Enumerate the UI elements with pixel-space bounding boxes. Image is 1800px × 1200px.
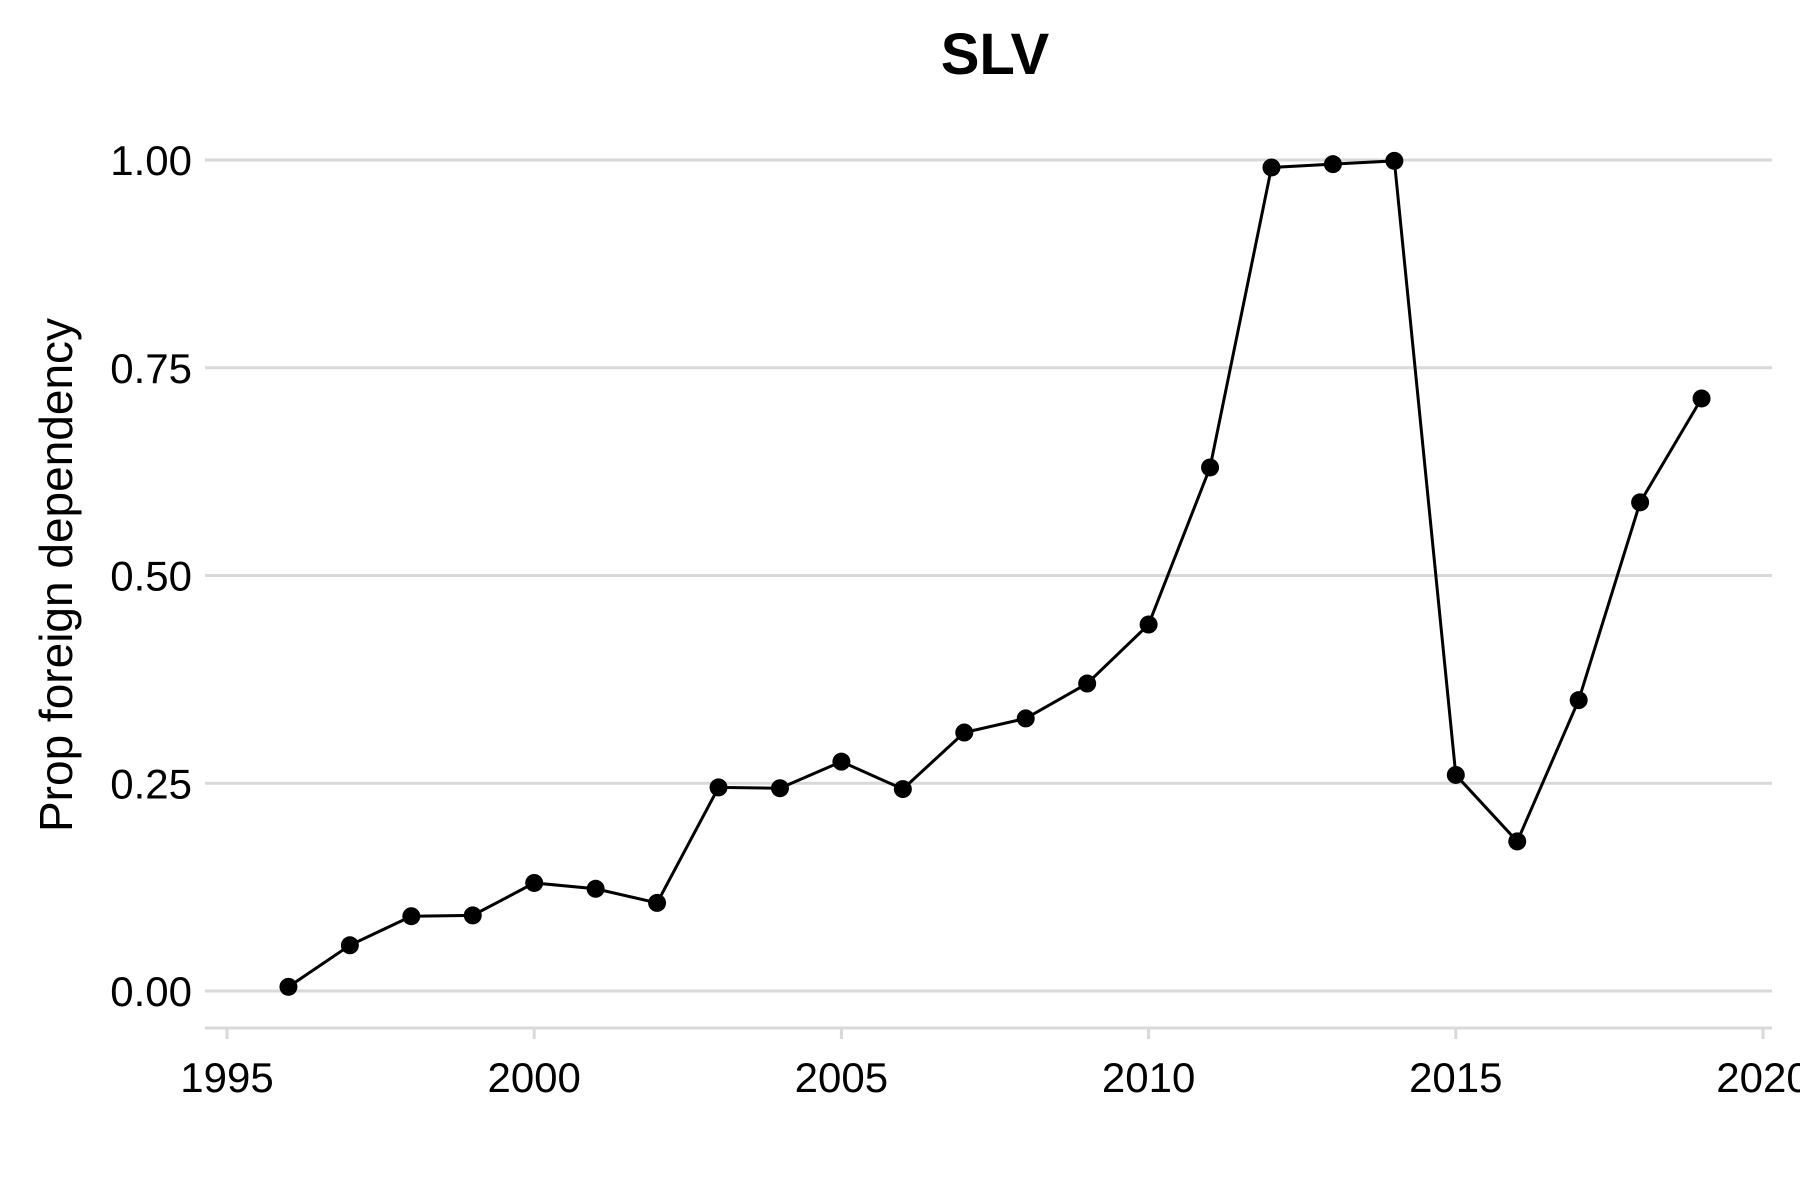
y-tick-label: 0.00 [110,968,192,1015]
series-line [287,159,1703,989]
data-point [1323,155,1342,174]
y-tick-label: 0.25 [110,760,192,807]
data-point [1262,158,1281,177]
data-point [1385,151,1404,170]
x-axis: 1995 2000 2005 2010 2015 2020 [180,1026,1800,1101]
data-point [402,907,421,926]
y-axis-ticks: 0.00 0.25 0.50 0.75 1.00 [110,137,192,1015]
data-point [1201,458,1220,477]
chart-title: SLV [941,22,1050,87]
y-tick-label: 0.50 [110,553,192,600]
x-tick-label: 2010 [1102,1054,1195,1101]
data-point [709,778,728,797]
x-tick-label: 2015 [1409,1054,1502,1101]
data-point [1631,493,1650,512]
x-tick-label: 2000 [487,1054,580,1101]
data-point [648,893,667,912]
data-point [1508,832,1527,851]
data-point [1446,765,1465,784]
data-point [279,977,298,996]
data-point [1569,691,1588,710]
data-point [1078,674,1097,693]
gridlines [205,158,1772,993]
data-point [832,752,851,771]
data-point [1016,709,1035,728]
x-tick-label: 1995 [180,1054,273,1101]
y-tick-label: 0.75 [110,345,192,392]
data-point [525,873,544,892]
y-tick-label: 1.00 [110,137,192,184]
y-axis-label: Prop foreign dependency [30,318,82,832]
data-series [279,151,1711,996]
x-tick-label: 2020 [1716,1054,1800,1101]
data-point [463,906,482,925]
data-point [893,780,912,799]
data-point [1139,615,1158,634]
data-point [586,879,605,898]
data-point [770,779,789,798]
x-tick-label: 2005 [795,1054,888,1101]
data-point [340,936,359,955]
data-point [955,723,974,742]
data-point [1692,389,1711,408]
